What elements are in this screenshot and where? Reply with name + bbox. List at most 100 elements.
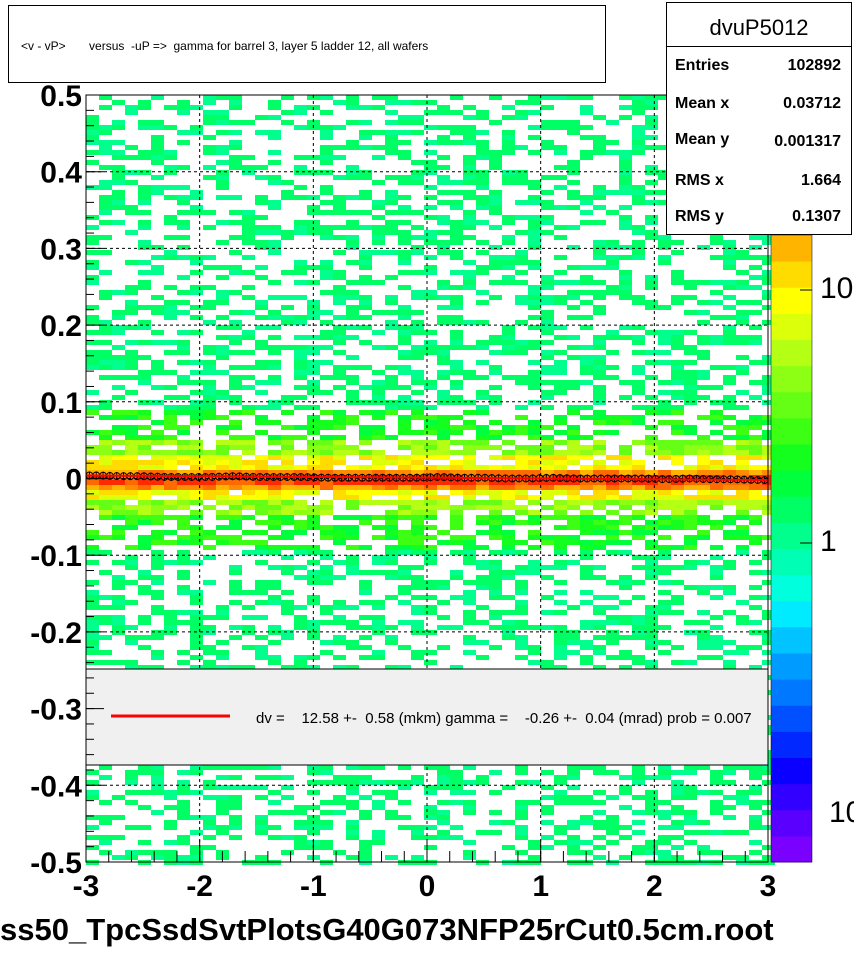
heatmap-cell	[125, 475, 138, 480]
heatmap-cell	[268, 335, 281, 340]
heatmap-cell	[632, 850, 645, 855]
heatmap-cell	[177, 525, 190, 530]
heatmap-cell	[190, 390, 203, 395]
heatmap-cell	[385, 665, 398, 670]
heatmap-cell	[177, 660, 190, 665]
heatmap-cell	[151, 155, 164, 160]
heatmap-cell	[710, 635, 723, 640]
heatmap-cell	[658, 600, 671, 605]
heatmap-cell	[606, 365, 619, 370]
legend-text: dv = 12.58 +- 0.58 (mkm) gamma = -0.26 +…	[256, 710, 752, 727]
heatmap-cell	[229, 665, 242, 670]
heatmap-cell	[567, 770, 580, 775]
heatmap-cell	[554, 510, 567, 515]
heatmap-cell	[112, 410, 125, 415]
heatmap-cell	[593, 245, 606, 250]
heatmap-cell	[541, 145, 554, 150]
heatmap-cell	[229, 795, 242, 800]
heatmap-cell	[515, 170, 528, 175]
heatmap-cell	[385, 435, 398, 440]
heatmap-cell	[164, 305, 177, 310]
heatmap-cell	[398, 515, 411, 520]
heatmap-cell	[502, 535, 515, 540]
heatmap-cell	[710, 415, 723, 420]
heatmap-cell	[645, 115, 658, 120]
heatmap-cell	[216, 485, 229, 490]
heatmap-cell	[281, 505, 294, 510]
heatmap-cell	[411, 290, 424, 295]
heatmap-cell	[190, 285, 203, 290]
heatmap-cell	[268, 835, 281, 840]
heatmap-cell	[125, 515, 138, 520]
heatmap-cell	[138, 380, 151, 385]
heatmap-cell	[255, 505, 268, 510]
heatmap-cell	[359, 275, 372, 280]
heatmap-cell	[294, 280, 307, 285]
heatmap-cell	[320, 470, 333, 475]
heatmap-cell	[346, 500, 359, 505]
heatmap-cell	[528, 230, 541, 235]
heatmap-cell	[489, 150, 502, 155]
heatmap-cell	[554, 380, 567, 385]
heatmap-cell	[554, 420, 567, 425]
heatmap-cell	[736, 280, 749, 285]
heatmap-cell	[567, 205, 580, 210]
heatmap-cell	[684, 385, 697, 390]
heatmap-cell	[528, 625, 541, 630]
heatmap-cell	[671, 835, 684, 840]
heatmap-cell	[242, 540, 255, 545]
heatmap-cell	[99, 605, 112, 610]
heatmap-cell	[593, 765, 606, 770]
heatmap-cell	[450, 490, 463, 495]
heatmap-cell	[294, 655, 307, 660]
heatmap-cell	[437, 775, 450, 780]
heatmap-cell	[593, 440, 606, 445]
heatmap-cell	[645, 630, 658, 635]
heatmap-cell	[268, 455, 281, 460]
heatmap-cell	[281, 465, 294, 470]
heatmap-cell	[593, 310, 606, 315]
heatmap-cell	[658, 550, 671, 555]
heatmap-cell	[398, 330, 411, 335]
heatmap-cell	[398, 485, 411, 490]
heatmap-cell	[138, 410, 151, 415]
heatmap-cell	[229, 395, 242, 400]
heatmap-cell	[242, 225, 255, 230]
heatmap-cell	[593, 465, 606, 470]
heatmap-cell	[294, 295, 307, 300]
heatmap-cell	[125, 390, 138, 395]
heatmap-cell	[645, 845, 658, 850]
heatmap-cell	[411, 540, 424, 545]
heatmap-cell	[138, 225, 151, 230]
heatmap-cell	[372, 455, 385, 460]
heatmap-cell	[437, 500, 450, 505]
heatmap-cell	[502, 275, 515, 280]
heatmap-cell	[437, 780, 450, 785]
heatmap-cell	[372, 180, 385, 185]
heatmap-cell	[658, 340, 671, 345]
heatmap-cell	[502, 515, 515, 520]
heatmap-cell	[385, 640, 398, 645]
heatmap-cell	[736, 420, 749, 425]
heatmap-cell	[489, 160, 502, 165]
heatmap-cell	[502, 335, 515, 340]
heatmap-cell	[476, 375, 489, 380]
heatmap-cell	[112, 355, 125, 360]
heatmap-cell	[489, 510, 502, 515]
heatmap-cell	[606, 120, 619, 125]
heatmap-cell	[645, 350, 658, 355]
heatmap-cell	[177, 345, 190, 350]
heatmap-cell	[593, 635, 606, 640]
heatmap-cell	[359, 385, 372, 390]
heatmap-cell	[216, 765, 229, 770]
heatmap-cell	[710, 335, 723, 340]
heatmap-cell	[736, 510, 749, 515]
heatmap-cell	[112, 560, 125, 565]
heatmap-cell	[411, 535, 424, 540]
heatmap-cell	[307, 595, 320, 600]
heatmap-cell	[372, 430, 385, 435]
heatmap-cell	[177, 395, 190, 400]
heatmap-cell	[710, 420, 723, 425]
heatmap-cell	[203, 465, 216, 470]
heatmap-cell	[593, 800, 606, 805]
